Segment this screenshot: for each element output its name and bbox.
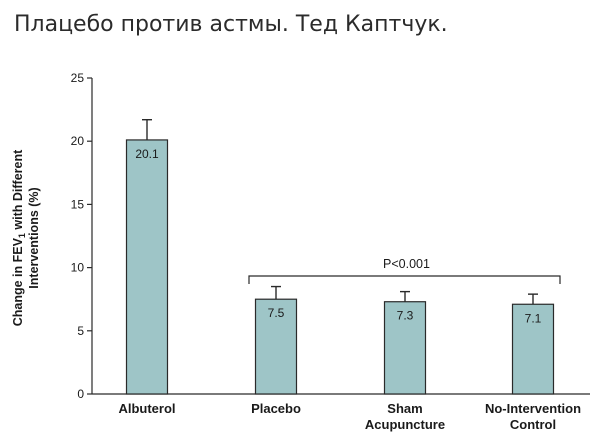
y-tick-label: 5 xyxy=(77,324,84,338)
y-axis-title-line-1-rest: with Different xyxy=(11,149,25,233)
x-tick-label: Placebo xyxy=(251,401,301,416)
x-tick-label: Albuterol xyxy=(118,401,175,416)
y-tick-label: 0 xyxy=(77,387,84,401)
y-axis: 0 5 10 15 20 25 xyxy=(71,71,590,401)
significance-bracket xyxy=(248,275,561,284)
x-tick-label-line: Control xyxy=(510,417,556,432)
bar xyxy=(511,303,555,395)
x-tick-label-line: Placebo xyxy=(251,401,301,416)
y-tick-label: 15 xyxy=(71,197,85,211)
data-label: 20.1 xyxy=(135,147,159,161)
bars: 20.1 7.5 7.3 7.1 xyxy=(125,119,555,395)
data-label: 7.1 xyxy=(525,311,542,325)
x-tick-label: No-Intervention Control xyxy=(485,401,581,432)
y-axis-title: Change in FEV1 with Different Interventio… xyxy=(11,149,41,326)
page-title: Плацебо против астмы. Тед Каптчук. xyxy=(14,12,448,37)
bar xyxy=(254,298,298,395)
data-label: 7.5 xyxy=(268,306,285,320)
x-tick-label-line: Sham xyxy=(387,401,422,416)
y-tick-label: 10 xyxy=(71,261,85,275)
x-tick-label-line: Acupuncture xyxy=(365,417,445,432)
y-axis-title-line-1: Change in FEV xyxy=(11,237,25,326)
data-label: 7.3 xyxy=(397,309,414,323)
significance-annotation: P<0.001 xyxy=(248,257,561,284)
x-tick-label-line: No-Intervention xyxy=(485,401,581,416)
significance-label: P<0.001 xyxy=(383,257,430,271)
y-tick-label: 25 xyxy=(71,71,85,85)
x-tick-label: Sham Acupuncture xyxy=(365,401,445,432)
x-tick-label-line: Albuterol xyxy=(118,401,175,416)
y-axis-title-line-2: Interventions (%) xyxy=(27,187,41,288)
bar xyxy=(125,139,169,395)
y-tick-label: 20 xyxy=(71,134,85,148)
category-labels: Albuterol Placebo Sham Acupuncture No-Interv… xyxy=(118,401,581,432)
y-axis-title-subscript: 1 xyxy=(17,233,27,238)
